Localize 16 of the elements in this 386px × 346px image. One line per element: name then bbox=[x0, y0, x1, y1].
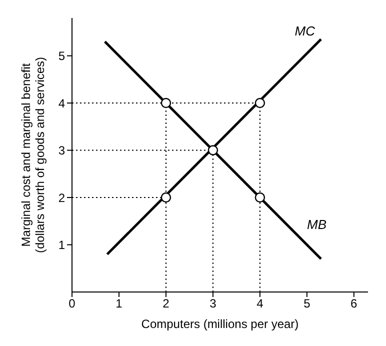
series-label: MC bbox=[294, 23, 316, 38]
y-tick-label: 2 bbox=[58, 190, 66, 205]
x-tick-label: 3 bbox=[210, 296, 217, 311]
x-axis-title: Computers (millions per year) bbox=[141, 317, 299, 331]
series-label: MB bbox=[307, 216, 327, 232]
x-tick-label: 6 bbox=[350, 296, 358, 311]
y-tick-label: 4 bbox=[58, 96, 66, 110]
x-tick-label: 1 bbox=[116, 296, 123, 311]
x-tick-label: 2 bbox=[162, 296, 170, 311]
x-tick-label: 4 bbox=[256, 296, 264, 311]
y-tick-label: 3 bbox=[58, 144, 66, 158]
x-tick-label: 0 bbox=[68, 296, 76, 311]
x-tick-label: 5 bbox=[304, 296, 311, 311]
y-tick-label: 1 bbox=[58, 238, 66, 252]
y-axis-title: Marginal cost and marginal benefit (dollars worth of goods and services) bbox=[19, 56, 47, 254]
y-tick-label: 5 bbox=[58, 49, 66, 64]
